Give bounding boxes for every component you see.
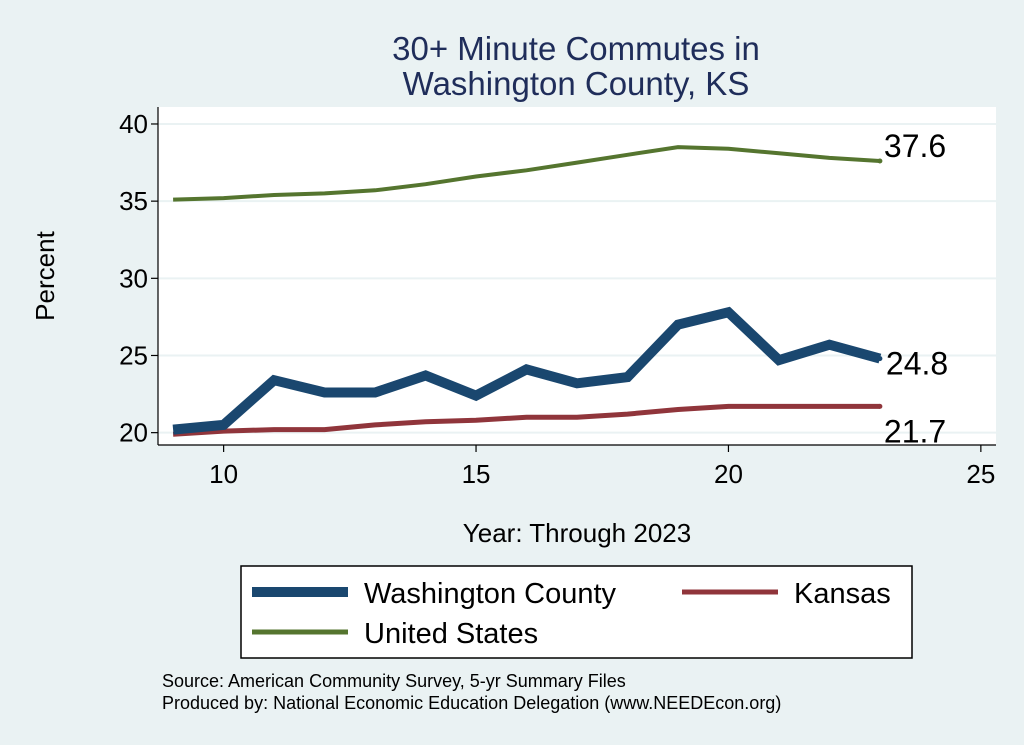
end-labels: 24.8 21.7 37.6 (877, 128, 948, 449)
end-label-washington-county: 24.8 (886, 346, 948, 382)
legend-label-washington-county: Washington County (364, 578, 617, 610)
end-point-united-states (877, 158, 883, 164)
x-tick-label-20: 20 (714, 459, 743, 489)
legend-box (240, 565, 913, 659)
y-axis-ticks: 20 25 30 35 40 (119, 109, 158, 448)
end-point-washington-county (877, 356, 883, 362)
end-label-kansas: 21.7 (884, 413, 946, 449)
plot-area (158, 107, 996, 445)
y-tick-label-20: 20 (119, 418, 148, 448)
legend-label-kansas: Kansas (794, 578, 891, 610)
legend: Washington County Kansas United States (240, 565, 913, 659)
y-axis-title: Percent (30, 230, 60, 320)
series-lines (172, 145, 882, 437)
x-tick-label-25: 25 (966, 459, 995, 489)
end-point-kansas (877, 403, 883, 409)
x-tick-label-10: 10 (209, 459, 238, 489)
source-line: Source: American Community Survey, 5-yr … (162, 671, 626, 691)
series-line-washington-county (172, 306, 882, 435)
series-line-united-states (173, 145, 881, 202)
chart-title-line-2: Washington County, KS (403, 65, 750, 102)
y-tick-label-25: 25 (119, 340, 148, 370)
y-tick-label-40: 40 (119, 109, 148, 139)
chart-title-line-1: 30+ Minute Commutes in (392, 30, 760, 67)
producer-line: Produced by: National Economic Education… (162, 693, 781, 713)
y-tick-label-35: 35 (119, 186, 148, 216)
x-axis-ticks: 10 15 20 25 (209, 445, 995, 489)
series-line-kansas (172, 403, 880, 437)
x-tick-label-15: 15 (462, 459, 491, 489)
y-tick-label-30: 30 (119, 263, 148, 293)
x-axis-title: Year: Through 2023 (463, 518, 691, 548)
legend-label-united-states: United States (364, 618, 538, 650)
end-label-united-states: 37.6 (884, 128, 946, 164)
